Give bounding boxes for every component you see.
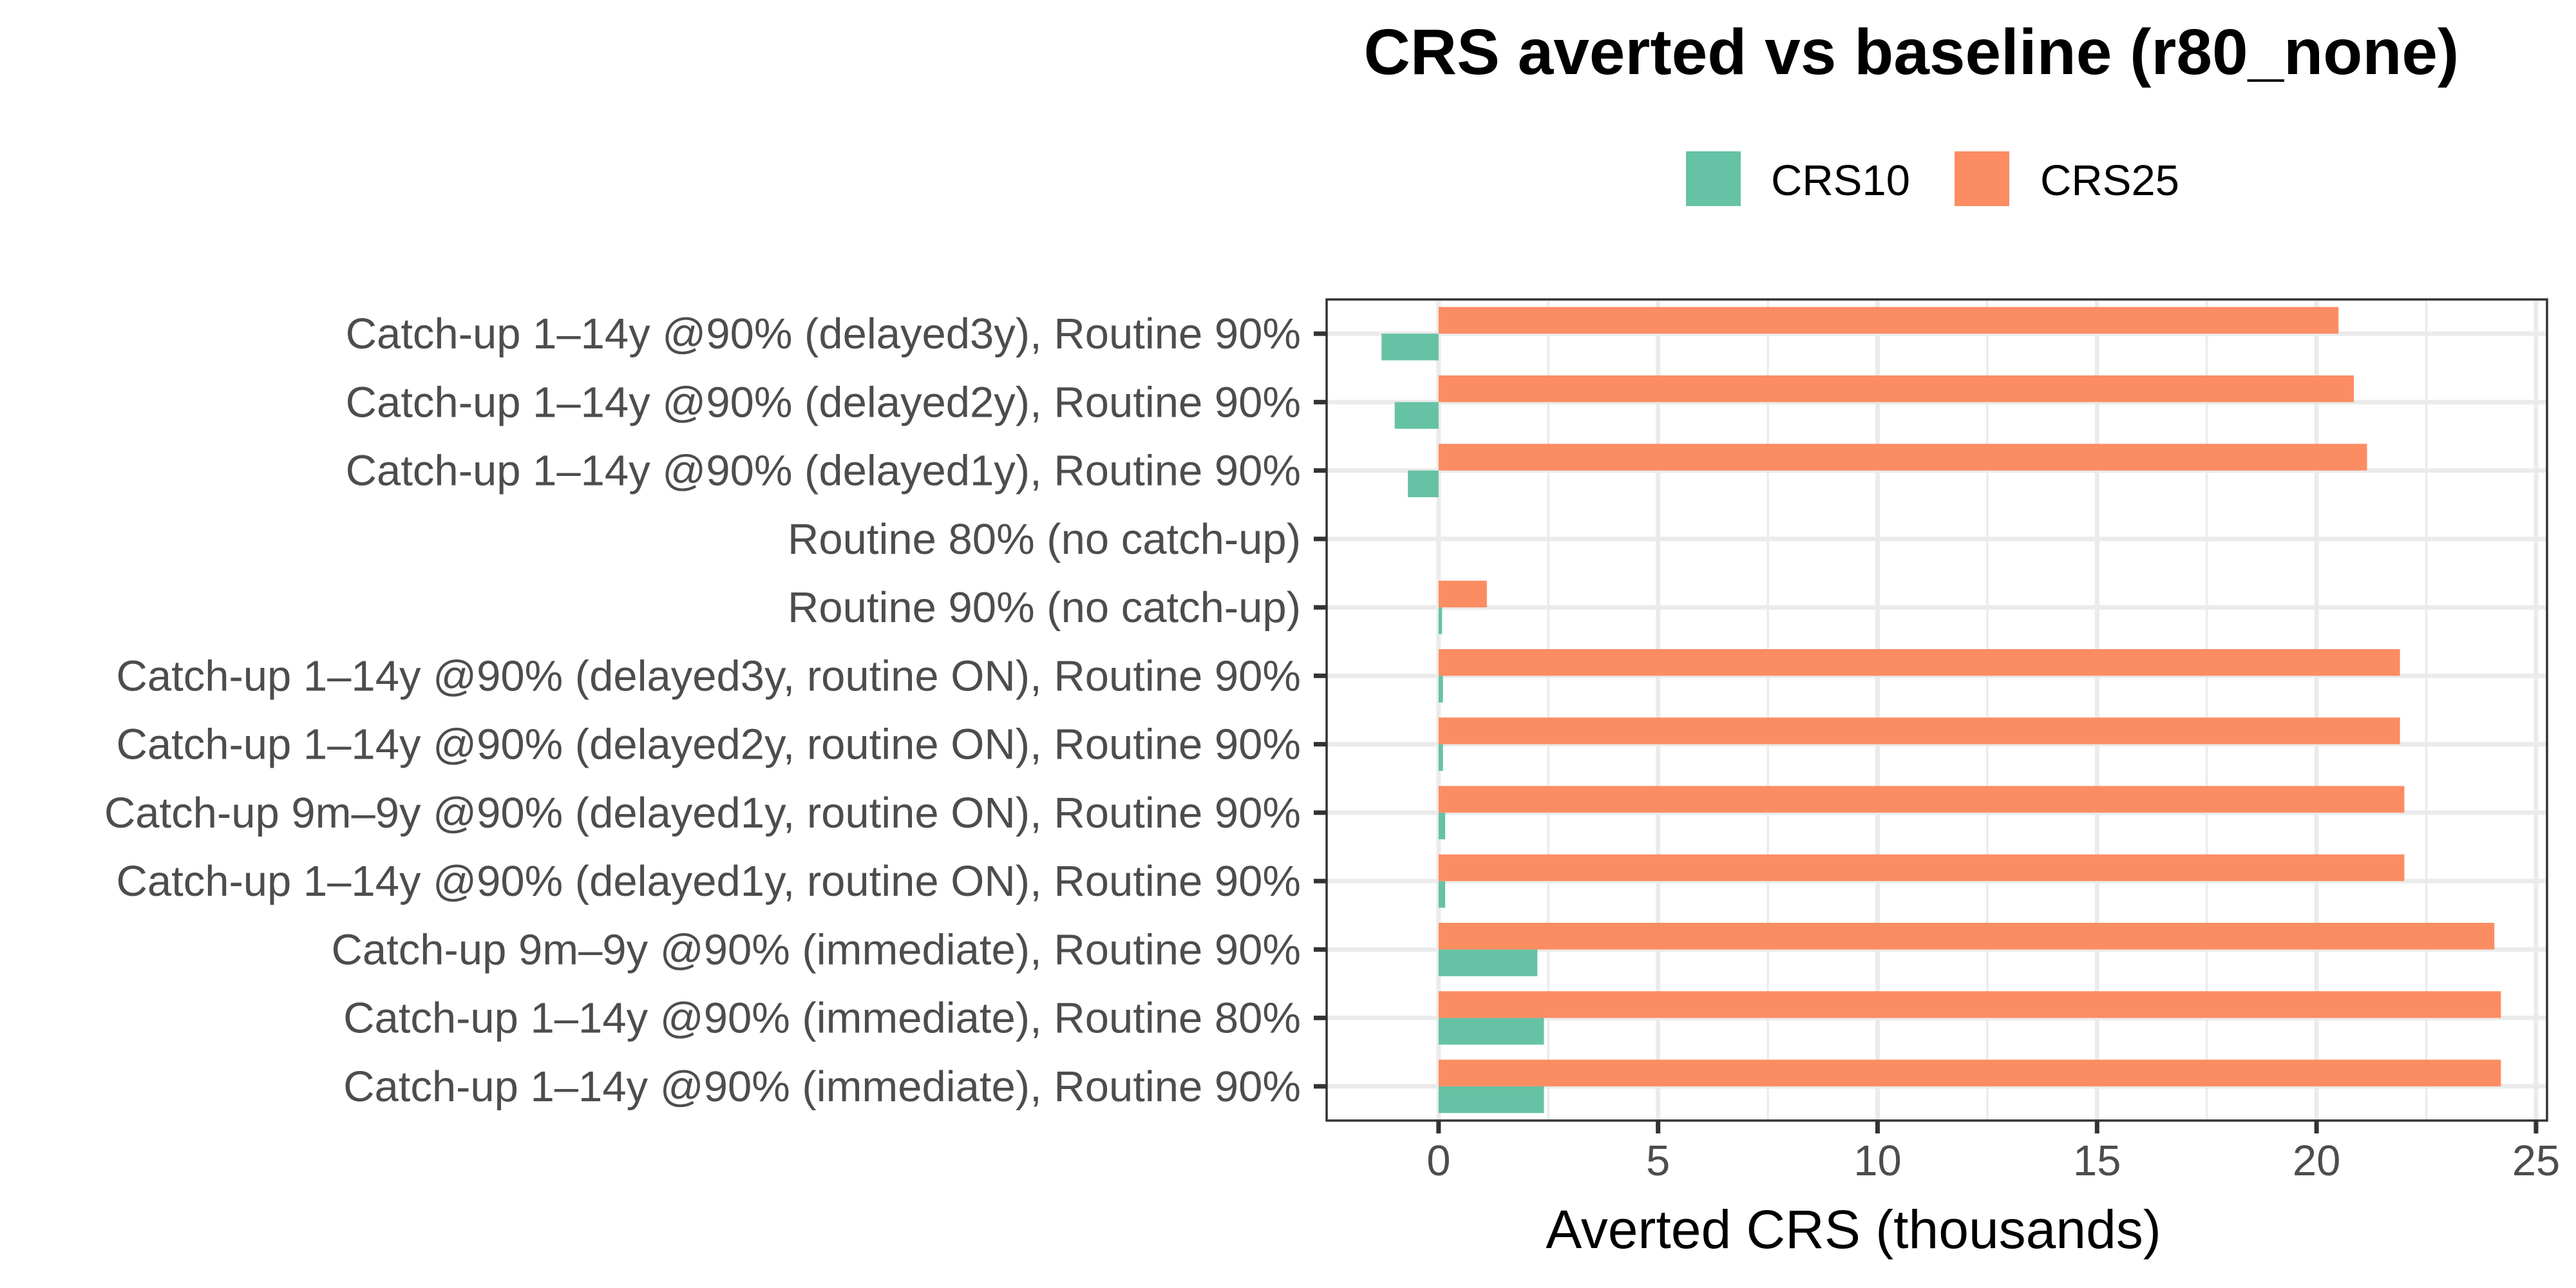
y-tick-label: Catch-up 1–14y @90% (delayed1y, routine … — [116, 857, 1301, 905]
bar-crs25 — [1438, 922, 2495, 950]
bar-crs10 — [1408, 470, 1439, 498]
legend-label-crs25: CRS25 — [2040, 156, 2179, 205]
bar-crs25 — [1438, 717, 2400, 744]
x-axis-title: Averted CRS (thousands) — [1546, 1199, 2161, 1260]
axes: Catch-up 1–14y @90% (delayed3y), Routine… — [104, 310, 2560, 1185]
bar-crs10 — [1438, 881, 1446, 908]
y-tick-label: Catch-up 1–14y @90% (delayed2y, routine … — [116, 721, 1301, 769]
bar-crs10 — [1438, 607, 1443, 634]
x-tick-label: 10 — [1853, 1137, 1902, 1185]
bars — [1381, 307, 2501, 1113]
bar-crs25 — [1438, 307, 2339, 334]
x-tick-label: 25 — [2512, 1137, 2561, 1185]
y-tick-label: Catch-up 9m–9y @90% (delayed1y, routine … — [104, 789, 1301, 837]
y-tick-label: Catch-up 1–14y @90% (delayed3y), Routine… — [346, 310, 1301, 358]
y-tick-label: Routine 80% (no catch-up) — [788, 515, 1301, 564]
bar-crs10 — [1438, 1018, 1544, 1045]
y-tick-label: Catch-up 1–14y @90% (delayed1y), Routine… — [346, 447, 1301, 495]
chart-title: CRS averted vs baseline (r80_none) — [1364, 16, 2459, 88]
panel-border — [1325, 298, 2548, 1122]
bar-crs25 — [1438, 991, 2501, 1018]
bar-crs25 — [1438, 649, 2400, 676]
y-tick-label: Catch-up 1–14y @90% (delayed3y, routine … — [116, 652, 1301, 700]
bar-crs25 — [1438, 1059, 2501, 1086]
y-tick-label: Catch-up 1–14y @90% (immediate), Routine… — [343, 994, 1301, 1043]
bar-crs10 — [1381, 334, 1439, 361]
bar-crs10 — [1438, 676, 1443, 703]
bar-crs10 — [1438, 812, 1446, 840]
bar-crs25 — [1438, 375, 2354, 402]
legend: CRS10 CRS25 — [1686, 151, 2179, 206]
legend-key-crs25 — [1955, 151, 2009, 206]
legend-label-crs10: CRS10 — [1771, 156, 1910, 205]
y-tick-label: Catch-up 9m–9y @90% (immediate), Routine… — [332, 925, 1301, 974]
x-tick-label: 0 — [1426, 1137, 1450, 1185]
bar-crs25 — [1438, 580, 1487, 608]
x-tick-label: 15 — [2073, 1137, 2121, 1185]
bar-crs10 — [1394, 402, 1439, 429]
y-tick-label: Routine 90% (no catch-up) — [788, 583, 1301, 632]
bar-crs10 — [1438, 949, 1538, 976]
bar-crs25 — [1438, 444, 2367, 471]
bar-crs10 — [1438, 744, 1443, 772]
bar-crs25 — [1438, 786, 2405, 813]
bar-crs10 — [1438, 1086, 1544, 1113]
legend-key-crs10 — [1686, 151, 1741, 206]
x-tick-label: 5 — [1646, 1137, 1670, 1185]
bar-crs25 — [1438, 854, 2405, 882]
y-tick-label: Catch-up 1–14y @90% (immediate), Routine… — [343, 1063, 1301, 1111]
y-tick-label: Catch-up 1–14y @90% (delayed2y), Routine… — [346, 378, 1301, 426]
x-tick-label: 20 — [2293, 1137, 2341, 1185]
